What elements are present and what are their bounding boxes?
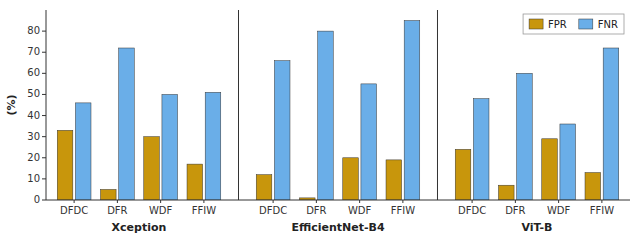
x-tick — [359, 200, 360, 203]
x-axis-line — [46, 200, 630, 201]
bar — [343, 158, 359, 200]
bar — [119, 48, 135, 200]
x-tick — [558, 200, 559, 203]
x-tick — [117, 200, 118, 203]
legend: FPR FNR — [523, 14, 624, 34]
x-tick-label: DFR — [505, 205, 525, 216]
bar — [144, 137, 160, 200]
y-tick — [42, 178, 46, 179]
bar — [585, 173, 601, 200]
bar — [603, 48, 619, 200]
bar — [75, 103, 91, 200]
y-tick — [42, 52, 46, 53]
legend-swatch — [529, 19, 543, 29]
bar — [361, 84, 377, 200]
y-tick-label: 0 — [34, 194, 40, 205]
bar — [101, 189, 117, 200]
bar — [57, 130, 73, 200]
y-tick-label: 30 — [27, 131, 40, 142]
y-tick-label: 10 — [27, 173, 40, 184]
x-tick-label: FFIW — [590, 205, 614, 216]
x-tick-label: DFDC — [259, 205, 287, 216]
x-tick-label: WDF — [348, 205, 372, 216]
y-tick-label: 40 — [27, 110, 40, 121]
x-tick-label: WDF — [547, 205, 571, 216]
bar — [517, 73, 533, 200]
group-label: ViT-B — [522, 221, 553, 234]
bar — [162, 94, 178, 200]
bar — [560, 124, 576, 200]
group-label: EfficientNet-B4 — [291, 221, 384, 234]
x-tick-label: FFIW — [192, 205, 216, 216]
y-tick-label: 80 — [27, 25, 40, 36]
bar — [318, 31, 334, 200]
bar — [542, 139, 558, 200]
x-tick — [74, 200, 75, 203]
bar — [455, 149, 471, 200]
group-label: Xception — [112, 221, 167, 234]
x-tick — [601, 200, 602, 203]
bars — [57, 21, 619, 200]
y-tick — [42, 94, 46, 95]
x-tick — [316, 200, 317, 203]
bar — [256, 175, 272, 200]
y-tick — [42, 200, 46, 201]
legend-frame — [523, 14, 624, 34]
y-axis-line — [46, 10, 47, 200]
x-tick-label: DFR — [306, 205, 326, 216]
y-tick — [42, 157, 46, 158]
group-separator — [238, 10, 239, 200]
y-tick-label: 50 — [27, 88, 40, 99]
x-tick — [515, 200, 516, 203]
chart: 0 10 20 30 40 50 60 70 80 (%) DFDC DFR WDF FFIW DFDC DF… — [0, 0, 640, 245]
bar — [187, 164, 203, 200]
bar — [205, 92, 221, 200]
legend-swatch — [579, 19, 593, 29]
y-tick — [42, 73, 46, 74]
y-tick — [42, 136, 46, 137]
x-tick-label: DFDC — [458, 205, 486, 216]
y-tick-label: 60 — [27, 67, 40, 78]
chart-container: 0 10 20 30 40 50 60 70 80 (%) DFDC DFR WDF FFIW DFDC DF… — [0, 0, 640, 245]
legend-label: FPR — [548, 19, 567, 30]
x-tick-label: WDF — [149, 205, 173, 216]
group-separator — [437, 10, 438, 200]
y-tick — [42, 31, 46, 32]
x-tick — [203, 200, 204, 203]
x-tick-label: DFR — [107, 205, 127, 216]
bar — [404, 21, 420, 200]
x-tick — [273, 200, 274, 203]
bar — [274, 61, 290, 200]
legend-label: FNR — [598, 19, 618, 30]
y-tick-label: 20 — [27, 152, 40, 163]
bar — [473, 99, 489, 200]
y-axis-label: (%) — [5, 94, 18, 115]
bar — [498, 185, 514, 200]
x-tick-label: FFIW — [391, 205, 415, 216]
x-tick-label: DFDC — [60, 205, 88, 216]
x-tick — [160, 200, 161, 203]
x-tick — [402, 200, 403, 203]
x-tick — [472, 200, 473, 203]
y-tick — [42, 115, 46, 116]
y-tick-label: 70 — [27, 46, 40, 57]
bar — [386, 160, 402, 200]
